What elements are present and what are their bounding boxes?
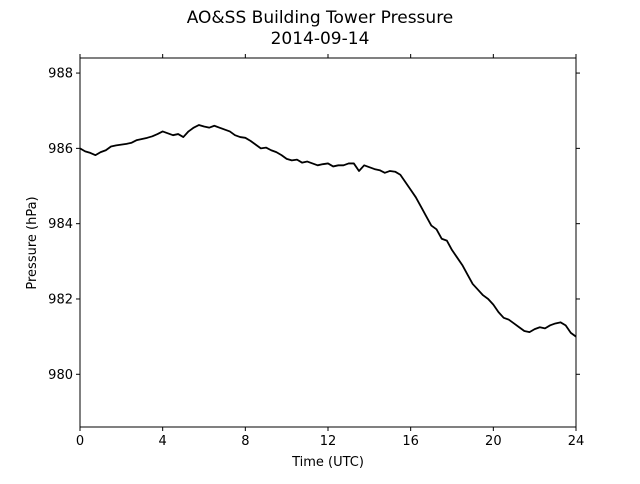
x-axis-label: Time (UTC) — [291, 455, 364, 470]
y-axis-label: Pressure (hPa) — [25, 196, 40, 289]
x-tick-label: 0 — [76, 434, 84, 449]
y-tick-label: 980 — [48, 368, 73, 383]
chart-subtitle: 2014-09-14 — [270, 29, 370, 49]
y-tick-label: 988 — [48, 67, 73, 82]
plot-frame — [79, 57, 577, 428]
x-tick-label: 16 — [402, 434, 419, 449]
x-tick-label: 8 — [241, 434, 249, 449]
x-tick-label: 12 — [320, 434, 337, 449]
x-tick-label: 20 — [485, 434, 502, 449]
x-tick-label: 4 — [159, 434, 167, 449]
y-tick-label: 986 — [48, 142, 73, 157]
pressure-series-line-0 — [79, 124, 577, 338]
y-tick-label: 982 — [48, 292, 73, 307]
y-tick-label: 984 — [48, 217, 73, 232]
chart-title: AO&SS Building Tower Pressure — [186, 8, 454, 28]
x-tick-label: 24 — [568, 434, 585, 449]
